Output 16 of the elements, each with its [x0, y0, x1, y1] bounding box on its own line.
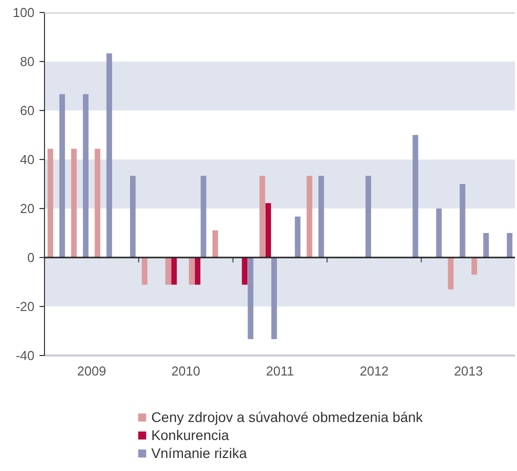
y-tick-label: -20	[16, 299, 35, 314]
x-tick-label: 2012	[360, 364, 389, 378]
y-tick-label: 40	[20, 152, 35, 167]
y-tick-label: -40	[16, 348, 35, 363]
y-tick-label: 100	[12, 5, 35, 20]
x-tick-label: 2011	[266, 364, 294, 378]
legend-label: Vnímanie rizika	[151, 444, 247, 461]
y-tick-label: 60	[20, 103, 35, 118]
y-tick-label: 20	[20, 201, 35, 216]
legend-label: Konkurencia	[151, 426, 230, 443]
x-tick-label: 2009	[77, 364, 106, 378]
x-tick-label: 2013	[454, 364, 483, 378]
y-tick-label: 80	[20, 54, 35, 69]
legend-label: Ceny zdrojov a súvahové obmedzenia bánk	[151, 408, 423, 425]
x-tick-label: 2010	[171, 364, 200, 378]
y-tick-label: 0	[27, 250, 35, 265]
